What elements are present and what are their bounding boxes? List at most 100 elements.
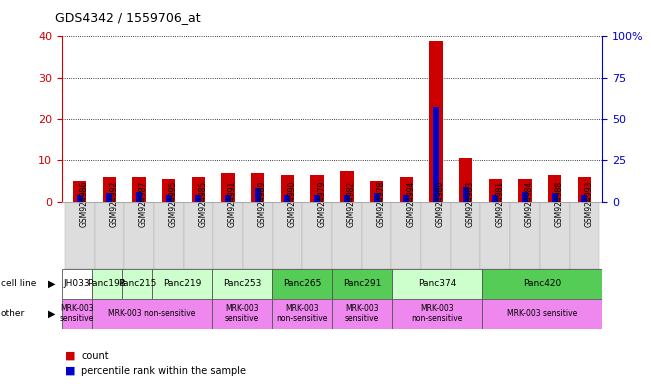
Bar — [73, 181, 87, 202]
Bar — [152, 269, 212, 299]
Bar — [340, 170, 353, 202]
Bar — [192, 177, 205, 202]
Bar — [450, 202, 480, 269]
Bar — [166, 195, 172, 202]
Bar — [581, 195, 587, 202]
Bar — [403, 195, 409, 202]
Bar — [392, 269, 482, 299]
Bar — [272, 299, 332, 329]
Bar — [314, 195, 320, 202]
Bar — [65, 202, 94, 269]
Bar — [94, 202, 124, 269]
Text: Panc219: Panc219 — [163, 279, 201, 288]
Bar — [480, 202, 510, 269]
Text: ■: ■ — [65, 366, 76, 376]
Text: Panc198: Panc198 — [88, 279, 126, 288]
Bar — [540, 202, 570, 269]
Text: count: count — [81, 351, 109, 361]
Bar — [421, 202, 450, 269]
Bar — [429, 41, 443, 202]
Bar — [522, 192, 528, 202]
Bar — [463, 187, 469, 202]
Text: GSM924981: GSM924981 — [495, 180, 505, 227]
Text: GSM924985: GSM924985 — [199, 180, 208, 227]
Bar — [362, 202, 391, 269]
Bar — [103, 177, 116, 202]
Bar — [370, 181, 383, 202]
Bar — [433, 108, 439, 202]
Bar — [212, 269, 272, 299]
Text: Panc374: Panc374 — [418, 279, 456, 288]
Bar — [251, 173, 264, 202]
Bar — [281, 175, 294, 202]
Text: GSM924986: GSM924986 — [79, 180, 89, 227]
Text: MRK-003
non-sensitive: MRK-003 non-sensitive — [276, 304, 327, 323]
Bar — [225, 195, 231, 202]
Text: MRK-003
non-sensitive: MRK-003 non-sensitive — [411, 304, 463, 323]
Bar — [344, 195, 350, 202]
Bar — [482, 269, 602, 299]
Bar — [62, 269, 92, 299]
Bar — [154, 202, 184, 269]
Text: GSM924989: GSM924989 — [258, 180, 267, 227]
Text: GSM924995: GSM924995 — [169, 180, 178, 227]
Text: GSM924979: GSM924979 — [317, 180, 326, 227]
Bar — [212, 299, 272, 329]
Text: GSM924984: GSM924984 — [525, 180, 534, 227]
Text: Panc291: Panc291 — [343, 279, 381, 288]
Text: GSM924994: GSM924994 — [406, 180, 415, 227]
Text: GSM924978: GSM924978 — [376, 180, 385, 227]
Text: GSM924993: GSM924993 — [585, 180, 593, 227]
Bar — [92, 269, 122, 299]
Text: GSM924983: GSM924983 — [465, 180, 475, 227]
Bar — [92, 299, 212, 329]
Text: Panc215: Panc215 — [118, 279, 156, 288]
Bar — [184, 202, 214, 269]
Bar — [243, 202, 273, 269]
Bar — [221, 173, 235, 202]
Bar — [551, 194, 558, 202]
Bar — [510, 202, 540, 269]
Bar — [332, 299, 392, 329]
Bar — [195, 195, 201, 202]
Bar — [489, 179, 502, 202]
Text: GSM924987: GSM924987 — [139, 180, 148, 227]
Text: MRK-003 non-sensitive: MRK-003 non-sensitive — [108, 309, 195, 318]
Text: MRK-003
sensitive: MRK-003 sensitive — [225, 304, 259, 323]
Bar — [273, 202, 302, 269]
Text: GSM924982: GSM924982 — [347, 180, 356, 227]
Bar — [77, 195, 83, 202]
Bar — [124, 202, 154, 269]
Text: cell line: cell line — [1, 279, 36, 288]
Bar — [577, 177, 591, 202]
Text: ▶: ▶ — [48, 309, 55, 319]
Bar — [459, 158, 472, 202]
Bar — [162, 179, 175, 202]
Bar — [518, 179, 532, 202]
Bar — [122, 269, 152, 299]
Text: GSM924990: GSM924990 — [288, 180, 296, 227]
Bar — [311, 175, 324, 202]
Text: GSM924988: GSM924988 — [555, 180, 564, 227]
Text: ■: ■ — [65, 351, 76, 361]
Bar — [272, 269, 332, 299]
Bar — [374, 194, 380, 202]
Bar — [302, 202, 332, 269]
Text: GSM924991: GSM924991 — [228, 180, 237, 227]
Bar — [332, 202, 362, 269]
Bar — [284, 195, 290, 202]
Text: percentile rank within the sample: percentile rank within the sample — [81, 366, 246, 376]
Text: Panc420: Panc420 — [523, 279, 561, 288]
Text: MRK-003
sensitive: MRK-003 sensitive — [60, 304, 94, 323]
Text: GSM924980: GSM924980 — [436, 180, 445, 227]
Text: GSM924992: GSM924992 — [109, 180, 118, 227]
Bar — [332, 269, 392, 299]
Text: MRK-003 sensitive: MRK-003 sensitive — [507, 309, 577, 318]
Text: ▶: ▶ — [48, 279, 55, 289]
Bar — [482, 299, 602, 329]
Text: Panc253: Panc253 — [223, 279, 261, 288]
Bar — [106, 194, 113, 202]
Bar — [392, 299, 482, 329]
Bar — [391, 202, 421, 269]
Bar — [214, 202, 243, 269]
